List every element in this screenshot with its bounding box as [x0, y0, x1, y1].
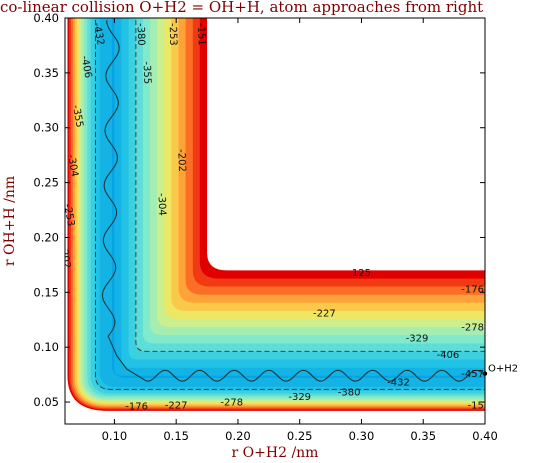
- contour-level-label: -432: [91, 22, 106, 46]
- start-point-label: O+H2: [488, 364, 518, 375]
- contour-level-label: -406: [79, 55, 94, 79]
- contour-line-dashed: [135, 18, 485, 352]
- contour-level-label: -329: [288, 392, 311, 403]
- x-axis: 0.10 0.15 0.20 0.25 0.30 0.35 0.40: [102, 18, 498, 443]
- start-point-marker: [482, 371, 488, 376]
- contour-level-label: -406: [437, 350, 460, 361]
- x-tick-label: 0.30: [349, 429, 375, 443]
- x-tick-label: 0.40: [472, 429, 498, 443]
- trajectory-line: [101, 20, 485, 382]
- contour-level-label: -278: [461, 323, 484, 334]
- y-tick-label: 0.15: [33, 285, 59, 299]
- y-tick-label: 0.35: [33, 66, 59, 80]
- x-tick-label: 0.25: [287, 429, 313, 443]
- contour-level-label: -227: [165, 401, 188, 412]
- contour-level-label: -176: [461, 284, 484, 295]
- contour-level-label: -432: [387, 378, 410, 389]
- contour-level-label: 202: [58, 249, 72, 270]
- plot-area: -432 -406 -355 -304 -253 202 125 -380 -355 -253 -3…: [51, 18, 490, 424]
- contour-line-dashed: [95, 18, 485, 390]
- contour-level-label: -253: [167, 23, 179, 46]
- contour-bands: [67, 18, 485, 411]
- contour-level-label: -176: [125, 402, 148, 413]
- contour-level-label: -227: [313, 308, 336, 319]
- contour-level-label: -355: [141, 61, 153, 84]
- y-tick-label: 0.30: [33, 121, 59, 135]
- x-axis-label: r O+H2 /nm: [232, 445, 319, 461]
- contour-level-label: -304: [65, 154, 80, 178]
- y-axis-label: r OH+H /nm: [2, 176, 18, 266]
- contour-level-label: -278: [220, 397, 243, 408]
- contour-lines: [95, 18, 485, 390]
- contour-level-label: -380: [338, 387, 361, 398]
- contour-level-label: -151: [467, 401, 490, 412]
- y-axis: 0.05 0.10 0.15 0.20 0.25 0.30 0.35 0.40: [33, 11, 485, 409]
- contour-band: [74, 18, 485, 406]
- x-tick-label: 0.35: [410, 429, 436, 443]
- y-tick-label: 0.05: [33, 395, 59, 409]
- contour-level-label: -202: [175, 149, 187, 172]
- x-tick-label: 0.10: [102, 429, 128, 443]
- contour-level-label: -253: [61, 203, 76, 227]
- contour-level-label: -329: [406, 334, 429, 345]
- x-tick-label: 0.20: [225, 429, 251, 443]
- contour-level-label: 125: [352, 268, 371, 279]
- contour-level-label: -380: [134, 23, 146, 46]
- contour-level-label: 125: [51, 301, 65, 322]
- chart-title: co-linear collision O+H2 = OH+H, atom ap…: [0, 0, 483, 16]
- contour-level-label: -457: [461, 369, 484, 380]
- contour-band: [90, 18, 485, 394]
- y-tick-label: 0.10: [33, 340, 59, 354]
- y-tick-label: 0.40: [33, 11, 59, 25]
- y-tick-label: 0.25: [33, 176, 59, 190]
- contour-level-label: -355: [70, 104, 85, 128]
- x-tick-label: 0.15: [163, 429, 189, 443]
- y-tick-label: 0.20: [33, 230, 59, 244]
- contour-labels: -432 -406 -355 -304 -253 202 125 -380 -355 -253 -3…: [51, 22, 490, 413]
- contour-level-label: -304: [155, 193, 167, 216]
- contour-level-label: -151: [195, 23, 207, 46]
- plot-frame: [64, 17, 486, 425]
